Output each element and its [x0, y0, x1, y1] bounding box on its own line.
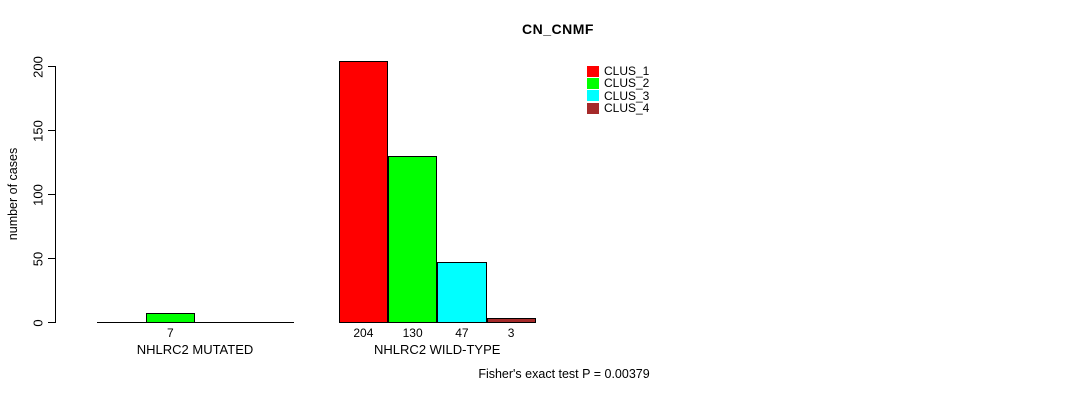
y-tick-label: 0	[30, 318, 46, 327]
x-group-label-mutated: NHLRC2 MUTATED	[136, 342, 254, 357]
y-axis-line	[55, 66, 56, 323]
legend-swatch-clus-3	[587, 90, 599, 102]
y-tick	[48, 258, 55, 259]
y-tick-label: 50	[30, 251, 46, 266]
bar-clus-1-wild-type	[338, 61, 388, 323]
legend-swatch-clus-1	[587, 65, 599, 77]
legend-item-clus-1: CLUS_1	[587, 65, 649, 77]
legend-label-clus-2: CLUS_2	[604, 76, 650, 91]
legend-item-clus-3: CLUS_3	[587, 90, 649, 102]
y-tick-label: 100	[30, 183, 46, 206]
legend-label-clus-1: CLUS_1	[604, 64, 650, 79]
legend: CLUS_1 CLUS_2 CLUS_3 CLUS_4	[587, 65, 649, 114]
legend-swatch-clus-4	[587, 102, 599, 114]
bar-value-label: 7	[167, 326, 174, 340]
bar-clus-2-mutated	[145, 313, 195, 323]
bar-clus-4-wild-type	[486, 318, 536, 323]
legend-swatch-clus-2	[587, 77, 599, 89]
y-tick-label: 150	[30, 119, 46, 142]
bar-value-label: 47	[455, 326, 469, 340]
bar-clus-3-wild-type	[437, 262, 487, 323]
y-tick	[48, 322, 55, 323]
legend-label-clus-4: CLUS_4	[604, 101, 650, 116]
bar-value-label: 3	[507, 326, 515, 340]
y-tick	[48, 66, 55, 67]
fisher-test-annotation: Fisher's exact test P = 0.00379	[478, 367, 650, 381]
y-tick	[48, 130, 55, 131]
legend-label-clus-3: CLUS_3	[604, 88, 650, 103]
bar-clus-2-wild-type	[388, 156, 438, 323]
x-group-label-wild-type: NHLRC2 WILD-TYPE	[374, 342, 501, 357]
y-tick-label: 200	[30, 55, 46, 78]
legend-item-clus-2: CLUS_2	[587, 77, 649, 89]
y-tick	[48, 194, 55, 195]
chart-title: CN_CNMF	[522, 21, 594, 37]
bar-value-label: 130	[402, 326, 423, 340]
group-baseline-mutated	[96, 322, 294, 323]
bar-value-label: 204	[353, 326, 374, 340]
legend-item-clus-4: CLUS_4	[587, 102, 649, 114]
